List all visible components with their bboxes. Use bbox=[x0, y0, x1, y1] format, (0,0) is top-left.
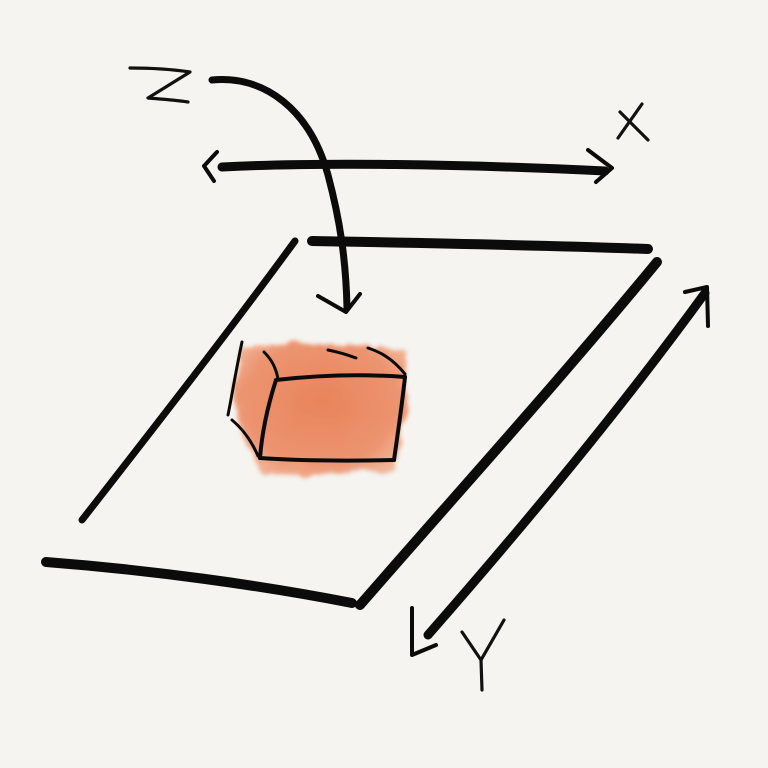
y-axis-label: Y bbox=[460, 618, 506, 692]
x-axis-arrow bbox=[202, 148, 614, 184]
z-axis-arrow bbox=[208, 76, 362, 314]
plate-outline bbox=[41, 236, 662, 610]
x-axis-label: X bbox=[616, 102, 650, 142]
z-axis-label: Z bbox=[128, 66, 192, 104]
workpiece-block bbox=[226, 340, 408, 476]
y-axis-arrow bbox=[410, 285, 710, 657]
